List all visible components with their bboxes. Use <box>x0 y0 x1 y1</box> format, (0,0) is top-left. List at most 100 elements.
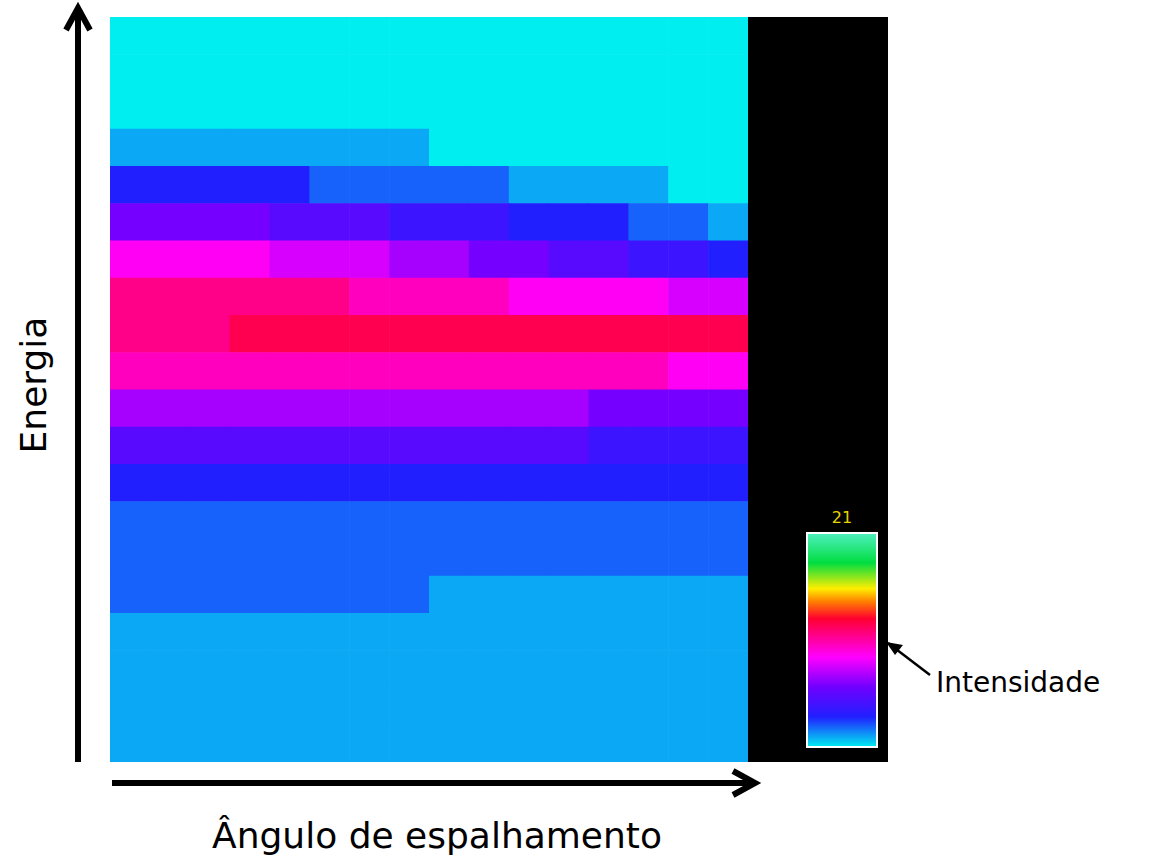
heatmap-cell <box>469 352 509 390</box>
heatmap-cell <box>110 501 150 539</box>
heatmap-cell <box>230 54 270 92</box>
heatmap-cell <box>190 427 230 465</box>
heatmap-cell <box>708 278 748 316</box>
heatmap-cell <box>190 315 230 353</box>
heatmap-cell <box>589 501 629 539</box>
heatmap-cell <box>389 501 429 539</box>
colorbar-tick-label: 21 <box>832 508 852 527</box>
heatmap-cell <box>230 613 270 651</box>
heatmap-cell <box>150 464 190 502</box>
colorbar <box>807 533 877 747</box>
heatmap-cell <box>668 166 708 204</box>
heatmap-cell <box>589 390 629 428</box>
heatmap-cell <box>469 315 509 353</box>
heatmap-cell <box>349 613 389 651</box>
heatmap-cell <box>469 427 509 465</box>
heatmap-cell <box>230 352 270 390</box>
heatmap-cell <box>589 576 629 614</box>
heatmap-cell <box>230 315 270 353</box>
heatmap-cell <box>469 54 509 92</box>
heatmap-cell <box>429 576 469 614</box>
heatmap-cell <box>549 390 589 428</box>
heatmap-cell <box>628 17 668 55</box>
heatmap-cell <box>429 688 469 726</box>
heatmap-cell <box>549 613 589 651</box>
heatmap-cell <box>309 17 349 55</box>
heatmap-cell <box>589 241 629 279</box>
heatmap-cell <box>270 390 310 428</box>
heatmap-cell <box>110 17 150 55</box>
heatmap-cell <box>230 203 270 241</box>
heatmap-cell <box>349 427 389 465</box>
heatmap-cell <box>190 278 230 316</box>
heatmap-cell <box>270 576 310 614</box>
heatmap-cell <box>668 129 708 167</box>
heatmap-cell <box>509 390 549 428</box>
heatmap-cell <box>628 54 668 92</box>
heatmap-cell <box>309 54 349 92</box>
heatmap-cell <box>708 501 748 539</box>
heatmap-cell <box>110 539 150 577</box>
heatmap-cell <box>668 203 708 241</box>
heatmap-cell <box>150 725 190 762</box>
heatmap-cell <box>509 613 549 651</box>
y-axis-arrowhead <box>66 8 90 30</box>
heatmap-cell <box>549 501 589 539</box>
heatmap-cell <box>349 390 389 428</box>
heatmap-cell <box>668 539 708 577</box>
heatmap-cell <box>628 390 668 428</box>
heatmap-cell <box>190 203 230 241</box>
heatmap-cell <box>110 650 150 688</box>
heatmap-cell <box>110 613 150 651</box>
heatmap-cell <box>270 539 310 577</box>
heatmap-cell <box>309 576 349 614</box>
heatmap-cell <box>349 203 389 241</box>
heatmap-cell <box>469 17 509 55</box>
heatmap-cell <box>190 241 230 279</box>
heatmap-cell <box>349 92 389 130</box>
chart: 21IntensidadeEnergiaÂngulo de espalhamen… <box>0 0 1170 866</box>
heatmap-cell <box>309 725 349 762</box>
heatmap-cell <box>349 725 389 762</box>
heatmap-cell <box>668 464 708 502</box>
heatmap-cell <box>589 725 629 762</box>
heatmap-cell <box>110 241 150 279</box>
heatmap-cell <box>349 278 389 316</box>
heatmap-cell <box>469 129 509 167</box>
heatmap-cell <box>270 613 310 651</box>
heatmap-cell <box>549 92 589 130</box>
heatmap-cell <box>708 390 748 428</box>
heatmap-cell <box>309 315 349 353</box>
heatmap-cell <box>708 17 748 55</box>
heatmap-cell <box>668 576 708 614</box>
heatmap-cell <box>389 203 429 241</box>
heatmap-cell <box>190 129 230 167</box>
heatmap-cell <box>509 427 549 465</box>
heatmap-cell <box>549 166 589 204</box>
heatmap-cell <box>589 129 629 167</box>
heatmap-cell <box>150 203 190 241</box>
heatmap-cell <box>509 92 549 130</box>
heatmap-cell <box>230 166 270 204</box>
x-axis-arrow <box>112 780 755 786</box>
heatmap-cell <box>230 464 270 502</box>
heatmap-cell <box>549 54 589 92</box>
heatmap-cell <box>110 92 150 130</box>
heatmap-cell <box>230 241 270 279</box>
heatmap-cell <box>309 539 349 577</box>
heatmap-cell <box>708 539 748 577</box>
heatmap-cell <box>668 501 708 539</box>
heatmap-cell <box>110 54 150 92</box>
heatmap-cell <box>190 390 230 428</box>
heatmap-cell <box>150 17 190 55</box>
colorbar-label: Intensidade <box>936 666 1100 699</box>
heatmap-cell <box>309 92 349 130</box>
heatmap-cell <box>628 129 668 167</box>
heatmap-cell <box>270 278 310 316</box>
heatmap-cell <box>389 315 429 353</box>
heatmap-cell <box>349 241 389 279</box>
heatmap-cell <box>509 129 549 167</box>
heatmap-cell <box>429 241 469 279</box>
heatmap-cell <box>429 539 469 577</box>
heatmap-cell <box>309 241 349 279</box>
